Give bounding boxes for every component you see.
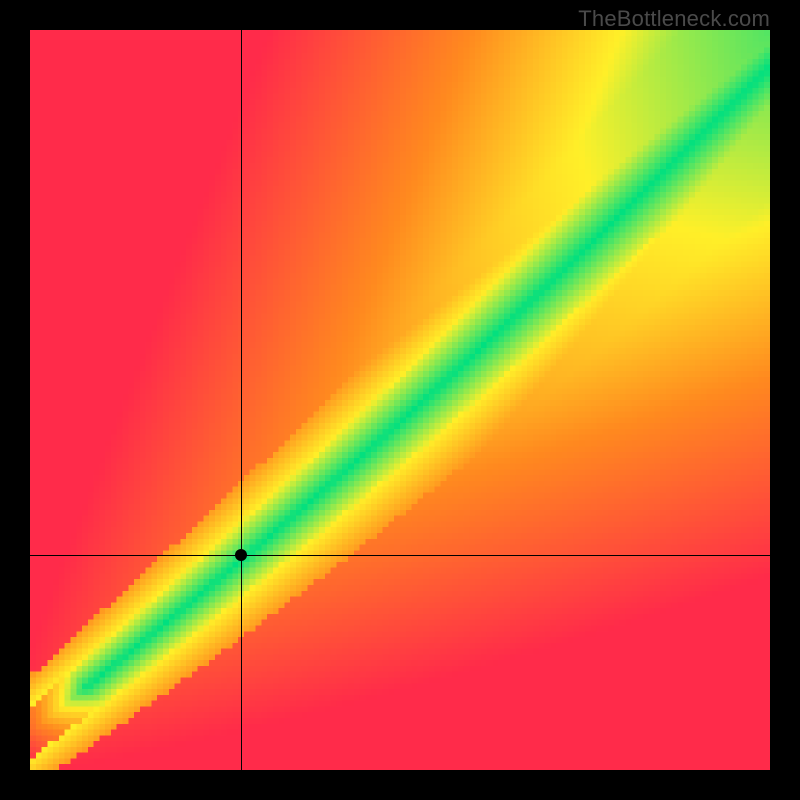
crosshair-marker: [235, 549, 247, 561]
heatmap-canvas: [30, 30, 770, 770]
plot-area: [30, 30, 770, 770]
crosshair-horizontal: [30, 555, 770, 556]
crosshair-vertical: [241, 30, 242, 770]
watermark: TheBottleneck.com: [578, 6, 770, 32]
